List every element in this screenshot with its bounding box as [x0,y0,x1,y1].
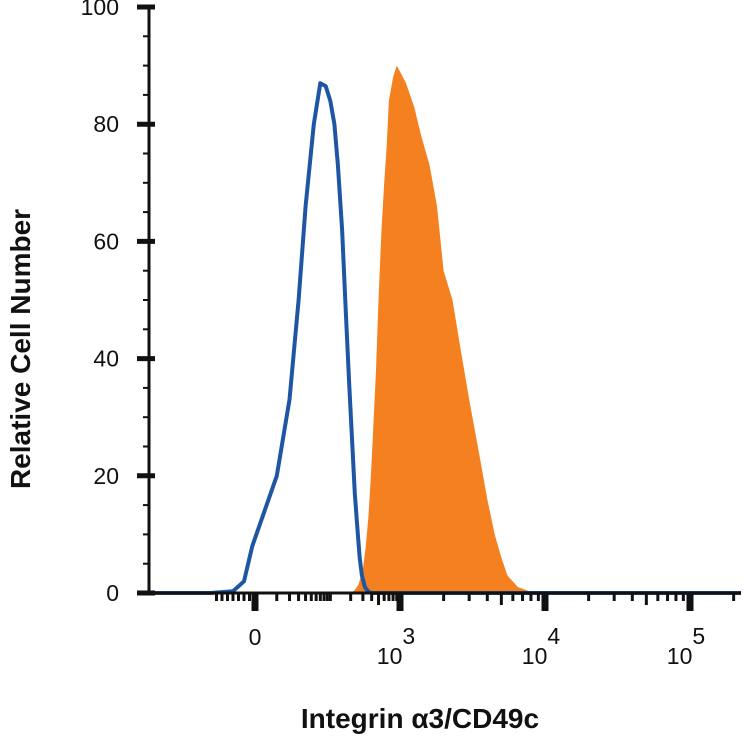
x-tick-base: 10 [522,643,548,669]
x-tick-label: 105 [667,623,705,669]
axes-layer [137,4,741,611]
y-axis-title: Relative Cell Number [5,209,36,489]
y-tick-label: 0 [106,580,119,606]
series-filled-histogram [350,65,539,594]
y-tick-label: 80 [93,111,119,137]
x-tick-label: 0 [249,624,262,650]
y-tick-label: 40 [93,346,119,372]
series-outline-histogram [149,81,741,595]
x-axis-title: Integrin α3/CD49c [301,703,539,734]
x-tick-base: 10 [667,643,693,669]
y-tick-label: 60 [93,228,119,254]
y-tick-label: 100 [81,0,119,20]
x-tick-base: 10 [377,643,403,669]
x-tick-exponent: 5 [692,623,705,649]
x-tick-exponent: 4 [547,623,560,649]
x-tick-exponent: 3 [402,623,415,649]
x-tick-label: 103 [377,623,415,669]
x-tick-label: 104 [522,623,561,669]
series-layer [149,65,741,595]
y-tick-label: 20 [93,463,119,489]
